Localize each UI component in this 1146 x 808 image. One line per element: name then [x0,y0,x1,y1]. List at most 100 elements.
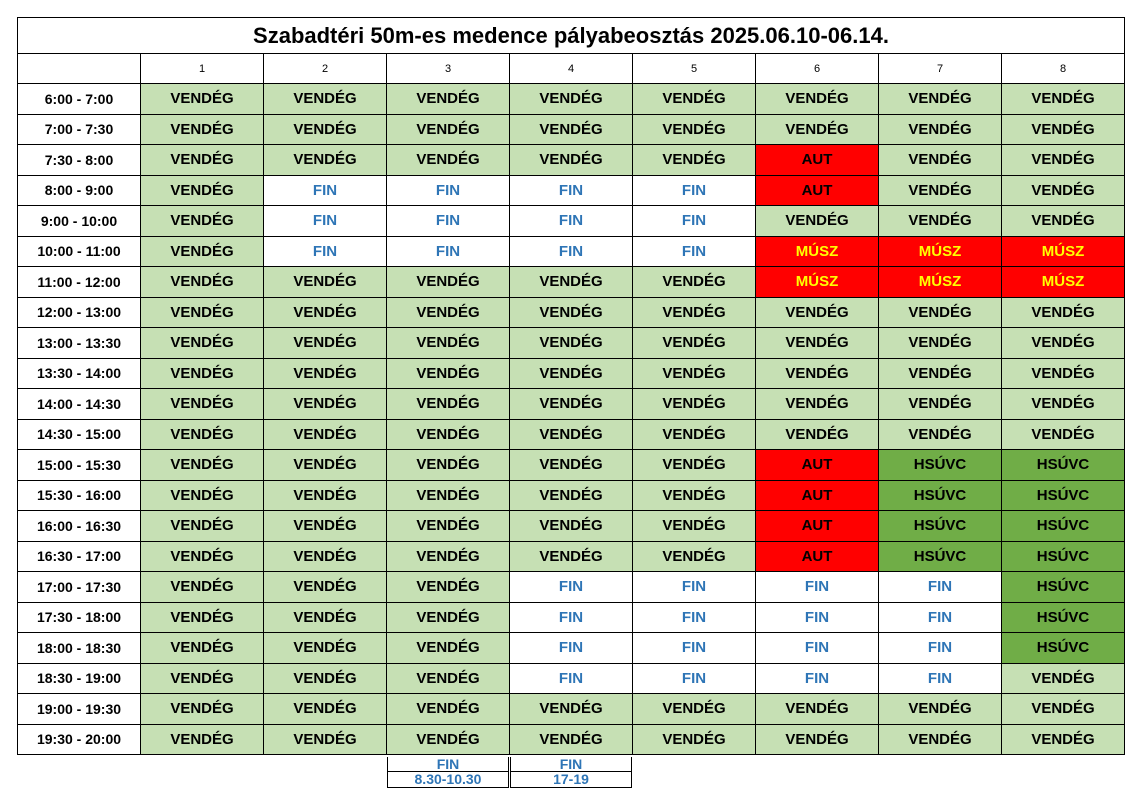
schedule-row: 9:00 - 10:00 VENDÉG FIN FIN FIN FIN VENDÉG VEND… [17,205,1125,237]
lane-cell: VENDÉG [878,113,1002,145]
lane-cell: MÚSZ [1001,235,1125,267]
lane-cell: VENDÉG [386,723,510,755]
lane-cell: VENDÉG [509,540,633,572]
schedule-row: 15:00 - 15:30 VENDÉG VENDÉG VENDÉG VENDÉG VEN… [17,449,1125,481]
lane-cell: VENDÉG [632,723,756,755]
lane-cell: VENDÉG [140,571,264,603]
page-title: Szabadtéri 50m-es medence pályabeosztás … [17,17,1125,54]
lane-cell: VENDÉG [140,693,264,725]
lane-cell: AUT [755,479,879,511]
lane-cell: VENDÉG [509,357,633,389]
lane-cell: VENDÉG [509,418,633,450]
lane-cell: VENDÉG [755,357,879,389]
lane-cell: VENDÉG [386,479,510,511]
lane-cell: VENDÉG [755,327,879,359]
lane-cell: VENDÉG [632,83,756,115]
lane-cell: VENDÉG [386,113,510,145]
lane-cell: VENDÉG [263,449,387,481]
lane-cell: VENDÉG [140,723,264,755]
lane-cell: VENDÉG [632,327,756,359]
lane-cell: VENDÉG [509,327,633,359]
schedule-row: 13:30 - 14:00 VENDÉG VENDÉG VENDÉG VENDÉG VEN… [17,357,1125,389]
lane-cell: VENDÉG [263,662,387,694]
lane-cell: VENDÉG [1001,83,1125,115]
lane-cell: VENDÉG [140,632,264,664]
lane-cell: VENDÉG [509,449,633,481]
corner-cell [17,53,141,84]
time-slot-label: 17:30 - 18:00 [17,601,141,633]
lane-cell: MÚSZ [755,266,879,298]
lane-cell: VENDÉG [1001,418,1125,450]
lane-header: 5 [632,53,756,84]
lane-cell: FIN [878,632,1002,664]
lane-cell: VENDÉG [1001,205,1125,237]
schedule-table: Szabadtéri 50m-es medence pályabeosztás … [17,17,1125,755]
lane-cell: AUT [755,449,879,481]
lane-cell: FIN [632,632,756,664]
lane-cell: HSÚVC [1001,632,1125,664]
time-slot-label: 19:30 - 20:00 [17,723,141,755]
time-slot-label: 18:00 - 18:30 [17,632,141,664]
lane-cell: VENDÉG [878,205,1002,237]
lane-cell: HSÚVC [878,449,1002,481]
lane-cell: VENDÉG [632,693,756,725]
lane-cell: FIN [632,235,756,267]
schedule-row: 19:30 - 20:00 VENDÉG VENDÉG VENDÉG VENDÉG VEN… [17,723,1125,755]
lane-cell: VENDÉG [755,388,879,420]
time-slot-label: 16:30 - 17:00 [17,540,141,572]
lane-cell: VENDÉG [140,174,264,206]
lane-cell: VENDÉG [140,113,264,145]
lane-cell: VENDÉG [632,510,756,542]
lane-cell: FIN [263,174,387,206]
lane-cell: VENDÉG [509,83,633,115]
time-slot-label: 13:30 - 14:00 [17,357,141,389]
lane-cell: AUT [755,510,879,542]
lane-cell: VENDÉG [878,327,1002,359]
lane-cell: VENDÉG [140,235,264,267]
footnote-fin-morning: FIN 8.30-10.30 [387,757,509,788]
lane-cell: VENDÉG [509,296,633,328]
lane-header: 3 [386,53,510,84]
lane-cell: VENDÉG [755,83,879,115]
lane-cell: VENDÉG [140,510,264,542]
schedule-row: 10:00 - 11:00 VENDÉG FIN FIN FIN FIN MÚSZ MÚSZ M… [17,235,1125,267]
lane-cell: VENDÉG [632,540,756,572]
lane-cell: FIN [878,601,1002,633]
lane-cell: VENDÉG [632,357,756,389]
lane-cell: VENDÉG [263,388,387,420]
schedule-row: 6:00 - 7:00 VENDÉG VENDÉG VENDÉG VENDÉG VENDÉ… [17,83,1125,115]
lane-cell: FIN [263,235,387,267]
lane-cell: FIN [755,662,879,694]
lane-header: 2 [263,53,387,84]
lane-cell: FIN [509,235,633,267]
lane-cell: FIN [386,205,510,237]
lane-cell: VENDÉG [140,601,264,633]
lane-cell: FIN [632,662,756,694]
lane-cell: VENDÉG [1001,327,1125,359]
schedule-row: 14:00 - 14:30 VENDÉG VENDÉG VENDÉG VENDÉG VEN… [17,388,1125,420]
lane-cell: MÚSZ [878,235,1002,267]
lane-cell: MÚSZ [755,235,879,267]
lane-cell: VENDÉG [140,449,264,481]
lane-cell: VENDÉG [878,418,1002,450]
lane-cell: VENDÉG [878,388,1002,420]
time-slot-label: 14:30 - 15:00 [17,418,141,450]
time-slot-label: 9:00 - 10:00 [17,205,141,237]
lane-cell: FIN [509,174,633,206]
lane-cell: VENDÉG [140,144,264,176]
time-slot-label: 19:00 - 19:30 [17,693,141,725]
title-row: Szabadtéri 50m-es medence pályabeosztás … [17,17,1125,54]
time-slot-label: 18:30 - 19:00 [17,662,141,694]
lane-cell: VENDÉG [755,296,879,328]
lane-cell: VENDÉG [386,357,510,389]
lane-cell: VENDÉG [140,418,264,450]
schedule-row: 16:00 - 16:30 VENDÉG VENDÉG VENDÉG VENDÉG VEN… [17,510,1125,542]
lane-cell: VENDÉG [509,510,633,542]
lane-cell: MÚSZ [878,266,1002,298]
lane-cell: VENDÉG [263,479,387,511]
lane-cell: VENDÉG [263,418,387,450]
lane-header: 4 [509,53,633,84]
time-slot-label: 17:00 - 17:30 [17,571,141,603]
lane-cell: VENDÉG [386,296,510,328]
lane-cell: HSÚVC [1001,540,1125,572]
